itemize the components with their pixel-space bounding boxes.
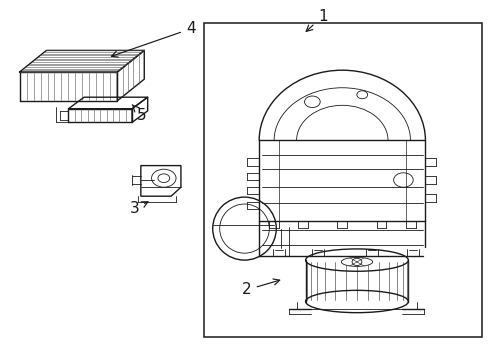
Ellipse shape	[341, 257, 372, 266]
Text: 4: 4	[111, 21, 195, 57]
Text: 3: 3	[129, 201, 148, 216]
Text: 5: 5	[132, 105, 146, 123]
Circle shape	[351, 258, 361, 266]
Text: 2: 2	[242, 279, 279, 297]
Text: 1: 1	[305, 9, 327, 31]
Bar	[204, 23, 481, 337]
